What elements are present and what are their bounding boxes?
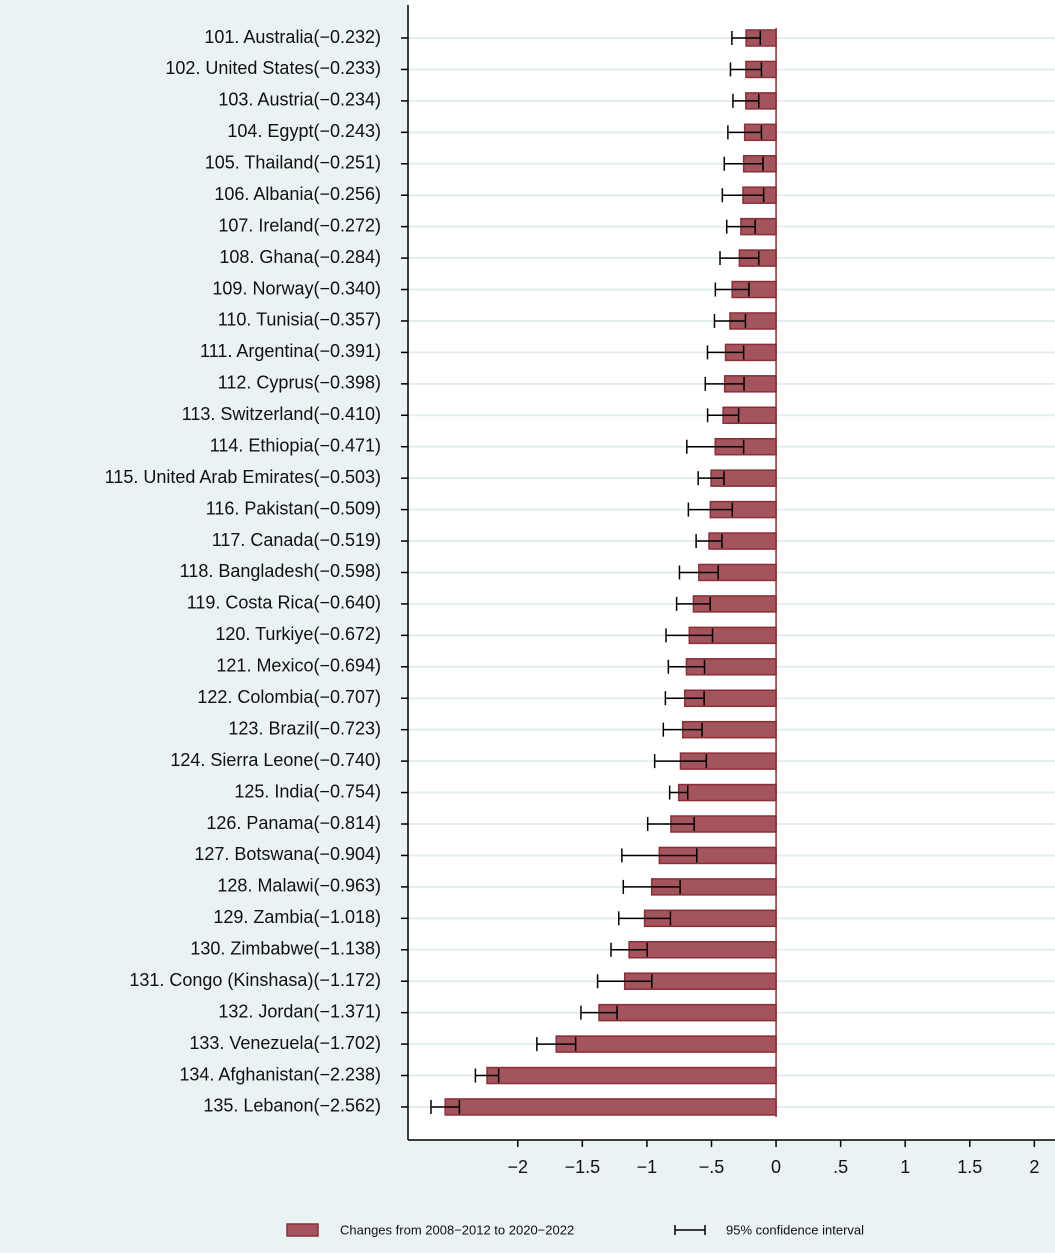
error-bar: [697, 471, 725, 486]
error-bar: [662, 722, 703, 737]
category-label: 116. Pakistan(−0.509): [206, 498, 381, 518]
category-label: 133. Venezuela(−1.702): [189, 1033, 381, 1053]
error-bar: [664, 691, 705, 706]
category-label: 113. Switzerland(−0.410): [182, 404, 381, 424]
x-tick-label: 0: [771, 1157, 781, 1177]
error-bar: [719, 251, 760, 266]
error-bar: [729, 62, 763, 77]
category-label: 104. Egypt(−0.243): [227, 121, 381, 141]
error-bar: [653, 754, 708, 769]
bar: [555, 1035, 777, 1053]
error-bar: [621, 848, 698, 863]
category-label: 129. Zambia(−1.018): [213, 907, 381, 927]
category-label: 118. Bangladesh(−0.598): [180, 561, 381, 581]
category-label: 105. Thailand(−0.251): [205, 153, 381, 173]
error-bar: [580, 1005, 618, 1020]
x-tick-label: −.5: [699, 1157, 725, 1177]
x-tick-label: 2: [1029, 1157, 1039, 1177]
bar: [486, 1066, 777, 1085]
category-label: 101. Australia(−0.232): [204, 27, 381, 47]
category-label: 111. Argentina(−0.391): [200, 341, 381, 361]
error-bar: [665, 628, 714, 643]
error-bar: [610, 942, 648, 957]
legend-label: Changes from 2008−2012 to 2020−2022: [340, 1222, 574, 1237]
bar: [677, 783, 777, 802]
error-bar: [706, 408, 740, 423]
x-tick-label: .5: [833, 1157, 848, 1177]
category-label: 130. Zimbabwe(−1.138): [190, 939, 381, 959]
category-label: 109. Norway(−0.340): [212, 278, 381, 298]
error-bar: [731, 31, 762, 45]
category-label: 108. Ghana(−0.284): [219, 247, 381, 267]
category-label: 125. India(−0.754): [234, 781, 381, 801]
x-tick-label: −1.5: [565, 1157, 601, 1177]
error-bar: [723, 156, 764, 171]
bar: [598, 1003, 777, 1022]
x-tick-label: 1.5: [957, 1157, 982, 1177]
category-label: 120. Turkiye(−0.672): [215, 624, 381, 644]
error-bar: [675, 596, 711, 611]
category-label: 122. Colombia(−0.707): [197, 687, 381, 707]
bar: [444, 1098, 777, 1116]
error-bar: [695, 534, 723, 549]
error-bar: [536, 1037, 577, 1052]
category-label: 123. Brazil(−0.723): [228, 718, 381, 738]
error-bar: [706, 345, 745, 360]
x-tick-label: −2: [508, 1157, 529, 1177]
category-label: 127. Botswana(−0.904): [194, 844, 381, 864]
legend-swatch: [286, 1223, 319, 1237]
error-bar: [667, 659, 706, 674]
error-bar: [732, 93, 760, 108]
bar: [628, 941, 777, 959]
category-label: 128. Malawi(−0.963): [217, 876, 381, 896]
category-label: 135. Lebanon(−2.562): [203, 1096, 381, 1116]
error-bar: [668, 785, 689, 800]
category-label: 102. United States(−0.233): [165, 58, 381, 78]
error-bar: [430, 1099, 461, 1114]
error-bar: [618, 911, 672, 926]
error-bar: [727, 125, 763, 140]
category-label: 124. Sierra Leone(−0.740): [170, 750, 381, 770]
error-bar: [725, 219, 756, 234]
error-bar: [721, 188, 765, 203]
category-label: 121. Mexico(−0.694): [216, 656, 381, 676]
error-bar: [596, 974, 653, 989]
category-label: 119. Costa Rica(−0.640): [187, 593, 381, 613]
category-label: 110. Tunisia(−0.357): [218, 310, 381, 330]
error-bar: [714, 282, 750, 297]
error-bar: [622, 879, 681, 894]
error-bar: [646, 817, 695, 831]
category-label: 103. Austria(−0.234): [218, 90, 381, 110]
error-bar: [686, 439, 745, 454]
category-label: 117. Canada(−0.519): [212, 530, 381, 550]
error-bar: [474, 1068, 500, 1083]
error-bar: [704, 376, 745, 391]
x-tick-label: 1: [900, 1157, 910, 1177]
category-label: 132. Jordan(−1.371): [218, 1001, 381, 1021]
category-label: 126. Panama(−0.814): [206, 813, 381, 833]
x-tick-label: −1: [637, 1157, 658, 1177]
category-label: 106. Albania(−0.256): [214, 184, 381, 204]
category-label: 114. Ethiopia(−0.471): [210, 435, 381, 455]
error-bar: [713, 313, 747, 328]
error-bar: [678, 565, 719, 580]
legend-label: 95% confidence interval: [726, 1222, 864, 1237]
category-label: 112. Cyprus(−0.398): [218, 373, 381, 393]
category-label: 131. Congo (Kinshasa)(−1.172): [129, 970, 381, 990]
error-bar: [687, 502, 734, 517]
category-label: 115. United Arab Emirates(−0.503): [105, 467, 381, 487]
category-label: 134. Afghanistan(−2.238): [179, 1064, 381, 1084]
category-label: 107. Ireland(−0.272): [218, 215, 381, 235]
